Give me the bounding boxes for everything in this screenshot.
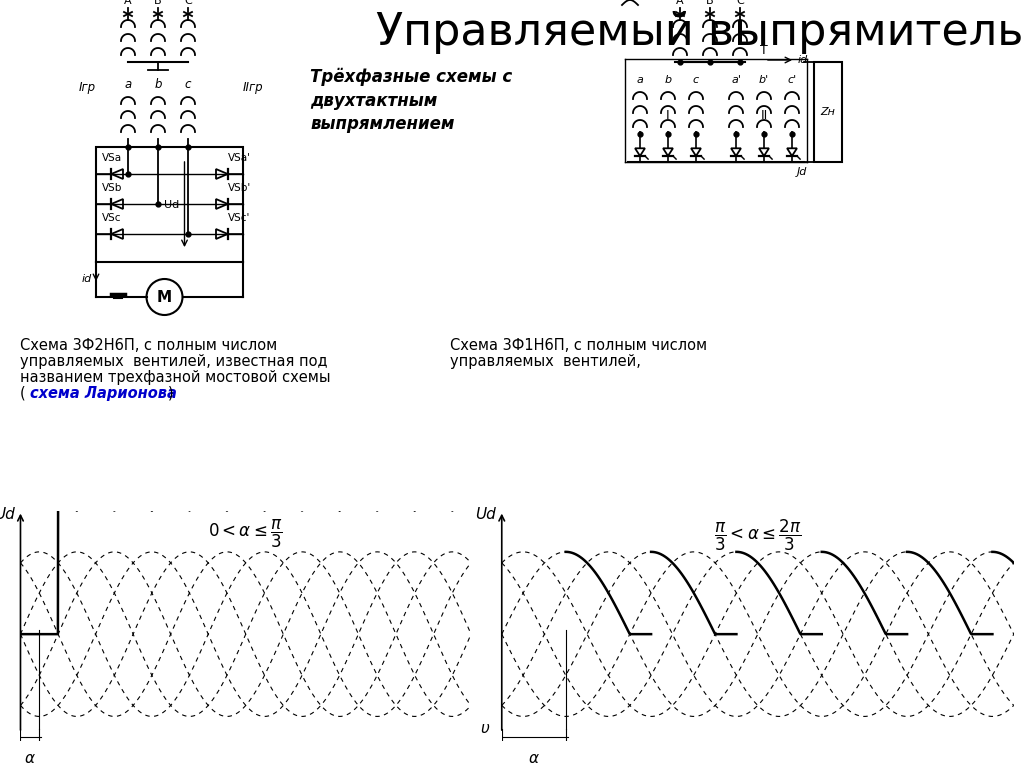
Text: Jd: Jd [797, 167, 807, 177]
Text: c': c' [787, 75, 797, 85]
Text: названием трехфазной мостовой схемы: названием трехфазной мостовой схемы [20, 370, 331, 385]
Text: Схема 3Ф2Н6П, с полным числом: Схема 3Ф2Н6П, с полным числом [20, 338, 278, 353]
Text: c: c [184, 78, 191, 91]
Text: Схема 3Ф1Н6П, с полным числом: Схема 3Ф1Н6П, с полным числом [450, 338, 708, 353]
Text: B: B [155, 0, 162, 6]
Text: VSa: VSa [102, 153, 122, 163]
Text: Ud: Ud [164, 200, 179, 210]
Text: A: A [124, 0, 132, 6]
Text: A: A [676, 0, 684, 6]
Text: VSb': VSb' [228, 183, 251, 193]
Text: (: ( [20, 386, 26, 401]
Text: Трёхфазные схемы с
двухтактным
выпрямлением: Трёхфазные схемы с двухтактным выпрямлен… [310, 68, 512, 134]
Text: id: id [82, 274, 92, 284]
Text: b: b [665, 75, 672, 85]
Text: Ud: Ud [0, 508, 15, 522]
Text: c: c [693, 75, 699, 85]
Text: VSb: VSb [101, 183, 122, 193]
Text: id: id [798, 55, 808, 65]
Text: VSa': VSa' [228, 153, 251, 163]
Text: C: C [736, 0, 743, 6]
Text: Iгр: Iгр [79, 81, 96, 94]
Text: I: I [667, 109, 670, 122]
Text: b: b [155, 78, 162, 91]
Text: a': a' [731, 75, 741, 85]
Text: Управляемый выпрямитель: Управляемый выпрямитель [376, 12, 1024, 55]
Text: a: a [637, 75, 643, 85]
Text: b': b' [759, 75, 769, 85]
Text: VSc': VSc' [228, 213, 251, 223]
Text: a: a [124, 78, 132, 91]
Text: T: T [760, 44, 768, 57]
Text: α: α [528, 751, 539, 766]
Text: υ: υ [480, 721, 488, 737]
Text: B: B [707, 0, 714, 6]
Text: Zн: Zн [820, 107, 836, 117]
Text: α: α [25, 751, 35, 766]
Text: Ud: Ud [475, 508, 496, 522]
Text: $0 < \alpha \leq \dfrac{\pi}{3}$: $0 < \alpha \leq \dfrac{\pi}{3}$ [208, 518, 284, 550]
Text: управляемых  вентилей, известная под: управляемых вентилей, известная под [20, 354, 328, 369]
Text: VSc: VSc [102, 213, 122, 223]
Text: M: M [157, 290, 172, 304]
Text: схема Ларионова: схема Ларионова [30, 386, 177, 401]
Text: II: II [761, 109, 768, 122]
Text: ): ) [168, 386, 174, 401]
Text: IIгр: IIгр [243, 81, 263, 94]
Text: $\dfrac{\pi}{3} < \alpha \leq \dfrac{2\pi}{3}$: $\dfrac{\pi}{3} < \alpha \leq \dfrac{2\p… [714, 518, 802, 552]
Text: управляемых  вентилей,: управляемых вентилей, [450, 354, 641, 369]
Text: C: C [184, 0, 191, 6]
